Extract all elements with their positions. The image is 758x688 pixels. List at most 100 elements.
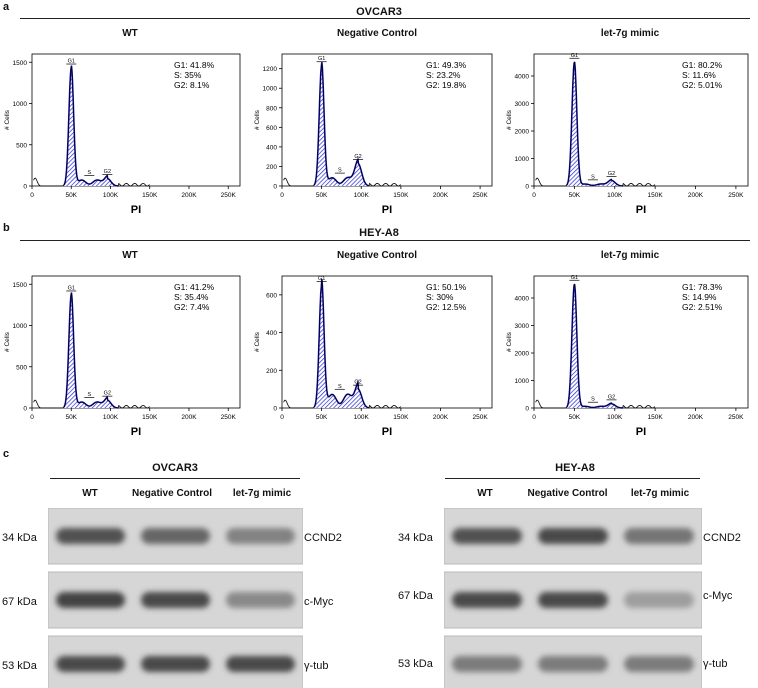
panel-b-plot-0-title: WT (122, 250, 138, 261)
blot-heya8-lane-negative-control: Negative Control (527, 488, 608, 499)
ovcar3-nc-xtick-label: 50K (316, 192, 328, 199)
heya8-wt-ytick-label: 1500 (13, 282, 28, 289)
blot-heya8-kda-ccnd2: 34 kDa (398, 532, 433, 544)
blot-ovcar3-rule (50, 478, 300, 479)
ovcar3-nc-ytick-label: 0 (273, 184, 277, 191)
heya8-blot-band (538, 592, 608, 608)
heya8-nc-xtick-label: 150K (393, 414, 409, 421)
blot-heya8-protein-cmyc: c-Myc (703, 590, 733, 602)
heya8-nc-xtick-label: 50K (316, 414, 328, 421)
ovcar3-blot-band (141, 528, 210, 544)
ovcar3-wt-stat: G2: 8.1% (174, 80, 210, 90)
ovcar3-blot-band (226, 592, 295, 608)
ovcar3-wt-histogram-line (33, 65, 150, 187)
ovcar3-wt-xlabel: PI (131, 204, 141, 216)
blot-heya8-kda-cmyc: 67 kDa (398, 590, 433, 602)
blot-heya8-lane-let7g: let-7g mimic (630, 488, 690, 499)
ovcar3-nc-ytick-label: 400 (266, 144, 277, 151)
ovcar3-nc-stat: G1: 49.3% (426, 60, 467, 70)
heya8-let7g-stat: G2: 2.51% (682, 302, 723, 312)
panel-b-rule (20, 240, 750, 241)
heya8-let7g-ytick-label: 2000 (515, 351, 530, 358)
ovcar3-wt-gate-label: G1 (68, 59, 75, 65)
heya8-nc-ytick-label: 0 (273, 406, 277, 413)
heya8-blot-band (452, 592, 522, 608)
ovcar3-let7g-stat: S: 11.6% (682, 70, 716, 80)
heya8-wt-histogram-line (33, 292, 150, 409)
ovcar3-blot-band (141, 656, 210, 672)
ovcar3-nc-ytick-label: 1200 (263, 66, 278, 73)
ovcar3-let7g-ylabel: # Cells (506, 109, 513, 130)
histogram-ovcar3-wt: 0 500 1000 1500 0 50K 100K 150K 200K 250K # Cells P… (4, 53, 241, 216)
ovcar3-let7g-gate-label: G1 (571, 53, 578, 59)
heya8-let7g-xtick-label: 200K (688, 414, 704, 421)
heya8-wt-xtick-label: 50K (65, 414, 77, 421)
heya8-wt-xtick-label: 250K (221, 414, 237, 421)
ovcar3-nc-gate-label: S (338, 168, 342, 174)
heya8-wt-xtick-label: 200K (181, 414, 197, 421)
ovcar3-nc-stat: G2: 19.8% (426, 80, 467, 90)
heya8-wt-xlabel: PI (131, 426, 141, 438)
heya8-let7g-ytick-label: 3000 (515, 323, 530, 330)
heya8-let7g-frame (533, 275, 749, 409)
heya8-nc-ylabel: # Cells (254, 331, 261, 352)
heya8-nc-gated-fill (314, 279, 370, 408)
heya8-let7g-ylabel: # Cells (506, 331, 513, 352)
ovcar3-wt-ytick-label: 500 (16, 142, 27, 149)
heya8-blot-band (624, 656, 694, 672)
ovcar3-nc-ytick-label: 600 (266, 125, 277, 132)
ovcar3-nc-histogram-line (283, 62, 401, 187)
panel-b-title: HEY-A8 (359, 227, 399, 239)
heya8-wt-stat: S: 35.4% (174, 292, 209, 302)
heya8-wt-gated-fill (63, 292, 119, 408)
panel-b-plot-2-title: let-7g mimic (600, 250, 660, 261)
heya8-nc-gate-label: G1 (318, 276, 325, 282)
blot-heya8-protein-ccnd2: CCND2 (703, 532, 741, 544)
heya8-nc-xtick-label: 100K (354, 414, 370, 421)
heya8-nc-ytick-label: 400 (266, 330, 277, 337)
ovcar3-blot-band (226, 656, 295, 672)
heya8-wt-gate-label: S (87, 392, 91, 398)
heya8-blot-band (538, 528, 608, 544)
heya8-let7g-gated-fill (566, 284, 623, 408)
heya8-let7g-xtick-label: 250K (728, 414, 744, 421)
ovcar3-nc-gate-label: G2 (354, 154, 361, 160)
blot-ovcar3-lane-wt: WT (82, 488, 98, 499)
panel-b-plot-1-title: Negative Control (336, 250, 417, 261)
ovcar3-let7g-histogram-line (535, 61, 656, 187)
ovcar3-wt-stat: G1: 41.8% (174, 60, 215, 70)
ovcar3-let7g-xtick-label: 250K (728, 192, 744, 199)
heya8-let7g-ytick-label: 0 (525, 406, 529, 413)
ovcar3-nc-frame (281, 53, 493, 187)
heya8-let7g-ytick-label: 1000 (515, 378, 530, 385)
ovcar3-blot-band (56, 592, 125, 608)
heya8-nc-stat: S: 30% (426, 292, 454, 302)
panel-c-letter: c (3, 448, 10, 460)
ovcar3-let7g-gated-fill (566, 61, 623, 186)
ovcar3-nc-gated-fill (314, 62, 370, 186)
ovcar3-let7g-ytick-label: 1000 (515, 156, 530, 163)
ovcar3-nc-ylabel: # Cells (254, 109, 261, 130)
heya8-let7g-xlabel: PI (636, 426, 646, 438)
heya8-wt-xtick-label: 150K (142, 414, 158, 421)
ovcar3-wt-frame (31, 53, 241, 187)
ovcar3-wt-ytick-label: 1500 (13, 60, 28, 67)
ovcar3-nc-stat: S: 23.2% (426, 70, 461, 80)
heya8-nc-frame (281, 275, 493, 409)
heya8-nc-stat: G1: 50.1% (426, 282, 467, 292)
ovcar3-wt-ylabel: # Cells (4, 109, 11, 130)
heya8-wt-stat: G1: 41.2% (174, 282, 215, 292)
heya8-nc-stat: G2: 12.5% (426, 302, 467, 312)
blot-ovcar3-title: OVCAR3 (152, 462, 198, 474)
heya8-blot-band (452, 656, 522, 672)
blot-heya8-lane-wt: WT (477, 488, 493, 499)
ovcar3-wt-xtick-label: 250K (221, 192, 237, 199)
panel-a-letter: a (3, 1, 10, 13)
heya8-wt-ytick-label: 1000 (13, 323, 28, 330)
histogram-heya8-negative-control: 0 200 400 600 0 50K 100K 150K 200K 250K # Cells PI G… (254, 275, 493, 438)
blot-ovcar3-protein-cmyc: c-Myc (304, 596, 334, 608)
blot-ovcar3-kda-gtub: 53 kDa (2, 660, 37, 672)
ovcar3-nc-xtick-label: 100K (354, 192, 370, 199)
heya8-blot-band (452, 528, 522, 544)
heya8-let7g-gate-label: G1 (571, 275, 578, 281)
